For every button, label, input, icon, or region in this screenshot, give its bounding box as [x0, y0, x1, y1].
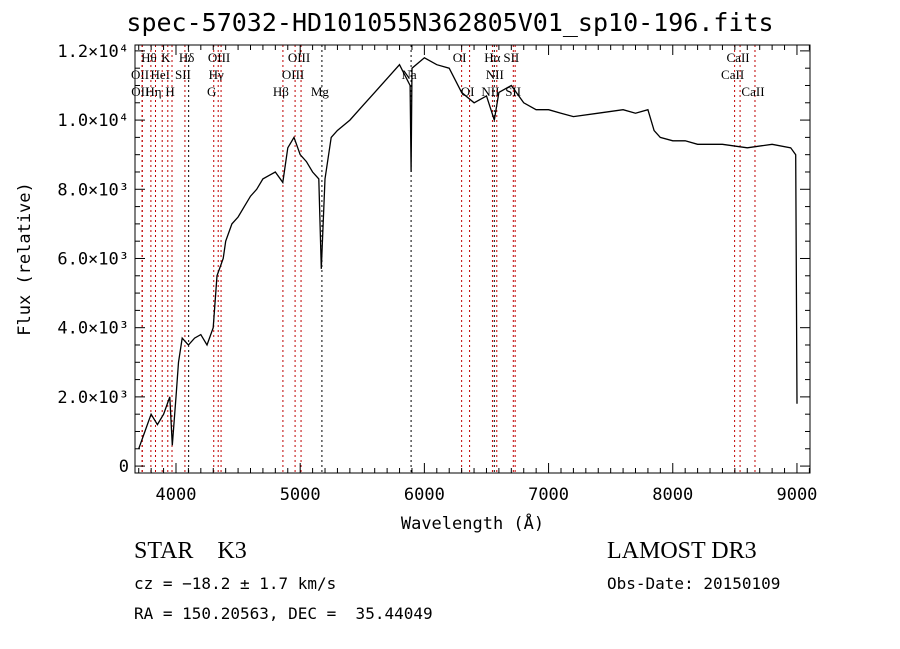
line-label: Na	[401, 67, 416, 82]
y-tick-label: 1.2×10⁴	[57, 42, 129, 62]
line-label: CaII	[741, 84, 764, 99]
line-label: NII	[486, 67, 504, 82]
y-tick-label: 0	[119, 457, 129, 477]
line-label: Hδ	[179, 50, 195, 65]
obs-date: Obs-Date: 20150109	[607, 574, 781, 593]
x-axis-label: Wavelength (Å)	[401, 512, 544, 534]
spectrum-line	[138, 57, 798, 450]
y-tick-label: 6.0×10³	[57, 249, 129, 269]
line-label: Hα	[484, 50, 500, 65]
y-tick-label: 1.0×10⁴	[57, 111, 129, 131]
axes-frame	[134, 44, 811, 474]
line-label: Hθ	[141, 50, 157, 65]
line-label: CaII	[721, 67, 744, 82]
x-tick-label: 9000	[776, 485, 817, 505]
line-label: OII	[131, 67, 149, 82]
x-tick-label: 8000	[652, 485, 693, 505]
line-label: NII	[481, 84, 499, 99]
ra-dec: RA = 150.20563, DEC = 35.44049	[134, 604, 433, 623]
x-tick-label: 5000	[280, 485, 321, 505]
object-class: STAR K3	[134, 538, 247, 564]
redshift-cz: cz = −18.2 ± 1.7 km/s	[134, 574, 337, 593]
line-label: OIII	[208, 50, 230, 65]
x-tick-label: 7000	[528, 485, 569, 505]
line-label: H	[165, 84, 174, 99]
y-tick-label: 8.0×10³	[57, 180, 129, 200]
y-tick-label: 4.0×10³	[57, 319, 129, 339]
line-label: K	[161, 50, 171, 65]
chart-title: spec-57032-HD101055N362805V01_sp10-196.f…	[126, 8, 774, 37]
line-label: OIII	[288, 50, 310, 65]
survey-name: LAMOST DR3	[607, 538, 757, 564]
y-axis-label: Flux (relative)	[15, 182, 35, 336]
x-tick-label: 4000	[156, 485, 197, 505]
x-tick-label: 6000	[404, 485, 445, 505]
line-label: Hη	[145, 84, 161, 99]
line-label: SII	[175, 67, 191, 82]
line-label: Hβ	[273, 84, 289, 99]
y-tick-label: 2.0×10³	[57, 388, 129, 408]
line-label: Mg	[311, 84, 330, 99]
line-label: OII	[131, 84, 149, 99]
line-label: SII	[505, 84, 521, 99]
line-label: OIII	[282, 67, 304, 82]
line-label: Hγ	[209, 67, 224, 82]
line-label: G	[207, 84, 216, 99]
line-label: CaII	[727, 50, 750, 65]
line-label: OI	[453, 50, 467, 65]
line-label: SII	[503, 50, 519, 65]
line-label: HeI	[150, 67, 170, 82]
